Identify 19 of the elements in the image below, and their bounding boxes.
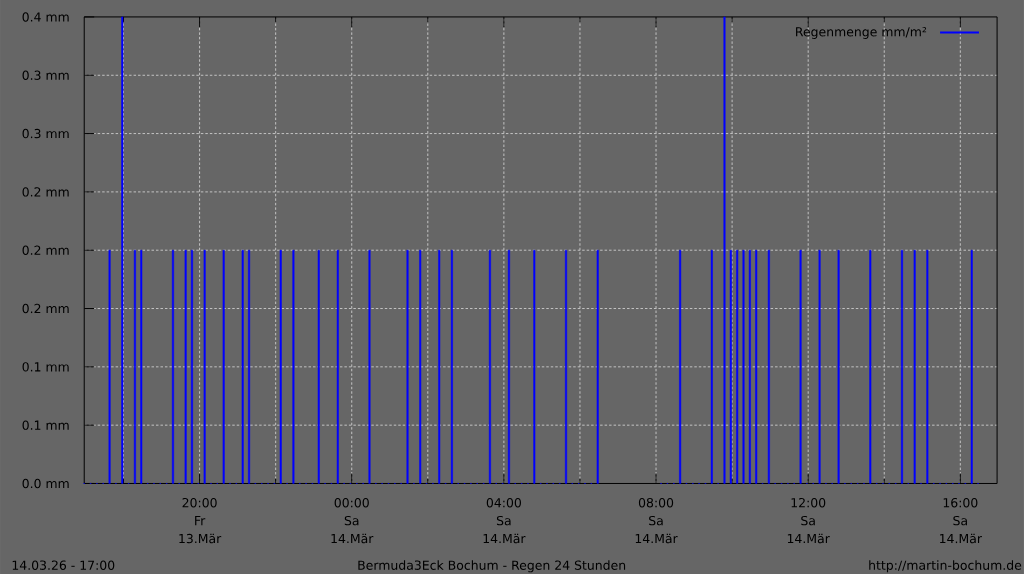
x-tick-label: 16:00 Sa 14.Mär	[940, 497, 982, 544]
y-tick-label: 0.0 mm	[22, 478, 69, 489]
y-tick-label: 0.4 mm	[22, 12, 69, 22]
x-tick-label: 04:00 Sa 14.Mär	[483, 497, 526, 544]
x-tick-label: 12:00 Sa 14.Mär	[787, 497, 830, 544]
y-tick-label: 0.3 mm	[22, 128, 69, 139]
legend-label: Regenmenge mm/m²	[796, 26, 927, 39]
x-tick-label: 00:00 Sa 14.Mär	[331, 497, 374, 544]
text: 14.03.26 - 17:00	[12, 560, 115, 570]
text: Bermuda3Eck Bochum - Regen 24 Stunden	[358, 560, 626, 573]
y-tick-label: 0.1 mm	[22, 420, 69, 430]
y-tick-label: 0.3 mm	[22, 70, 69, 80]
y-tick-label: 0.2 mm	[22, 187, 69, 197]
y-tick-label: 0.1 mm	[22, 362, 69, 372]
text: http://martin-bochum.de	[869, 560, 1022, 573]
y-tick-label: 0.2 mm	[22, 245, 69, 255]
x-tick-label: 08:00 Sa 14.Mär	[635, 497, 678, 544]
y-tick-label: 0.2 mm	[22, 303, 69, 314]
x-tick-label: 20:00 Fr 13.Mär	[179, 497, 222, 544]
